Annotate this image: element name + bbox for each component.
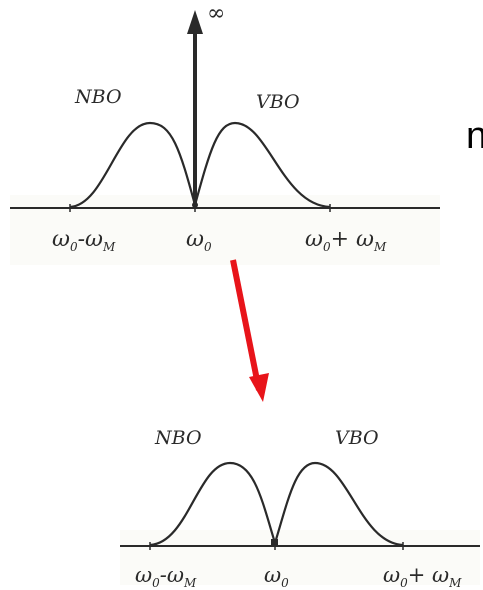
upper-carrier-arrowhead <box>187 10 203 34</box>
upper-tick-label-right: ω0+ ωM <box>305 227 387 254</box>
lower-vbo-label: VBO <box>335 427 379 449</box>
upper-tick-label-left: ω0-ωM <box>52 227 116 254</box>
lower-vbo-curve <box>273 461 404 547</box>
lower-tick-label-left: ω0-ωM <box>135 563 197 590</box>
lower-tick-label-center: ω0 <box>264 563 289 590</box>
scan-band-upper <box>10 195 440 265</box>
svg-text:ω0+ ωM: ω0+ ωM <box>305 227 387 254</box>
svg-text:ω0-ωM: ω0-ωM <box>52 227 116 254</box>
transition-arrow <box>230 259 262 391</box>
lower-nbo-label: NBO <box>154 427 202 449</box>
svg-text:ω0: ω0 <box>264 563 289 590</box>
svg-text:ω0: ω0 <box>186 227 212 254</box>
upper-infinity-label: ∞ <box>207 1 225 26</box>
upper-vbo-curve <box>193 121 331 209</box>
svg-text:ω0+ ωM: ω0+ ωM <box>383 563 462 590</box>
svg-text:ω0-ωM: ω0-ωM <box>135 563 197 590</box>
upper-nbo-curve <box>69 121 197 209</box>
upper-tick-label-center: ω0 <box>186 227 212 254</box>
lower-spectrum: NBO VBO ω0-ωM ω0 ω0+ ωM <box>120 427 480 590</box>
side-text-fragment: n <box>466 115 483 157</box>
upper-nbo-label: NBO <box>74 86 122 108</box>
transition-arrowhead <box>249 373 269 402</box>
lower-nbo-curve <box>149 461 277 547</box>
scan-band-lower <box>120 530 480 585</box>
upper-vbo-label: VBO <box>256 91 300 113</box>
upper-spectrum: ∞ NBO VBO ω0-ωM ω0 ω0+ ωM <box>10 1 440 254</box>
lower-tick-label-right: ω0+ ωM <box>383 563 462 590</box>
